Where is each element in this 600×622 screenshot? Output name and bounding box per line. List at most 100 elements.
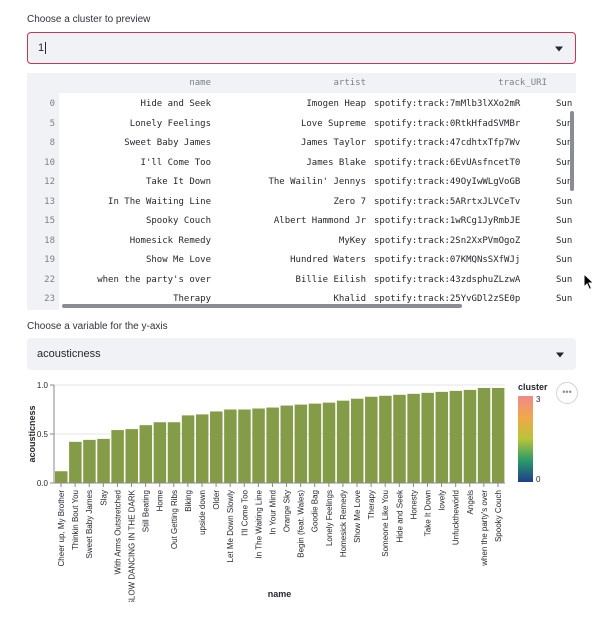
dataframe-body: Hide and Seek Imogen Heap spotify:track:7m… xyxy=(59,93,576,310)
table-row[interactable]: Lonely Feelings Love Supreme spotify:track… xyxy=(59,115,576,135)
column-header-name[interactable]: name xyxy=(189,78,211,88)
cell-name: In The Waiting Line xyxy=(108,196,211,207)
column-header-artist[interactable]: artist xyxy=(333,78,366,88)
table-row[interactable]: Sweet Baby James James Taylor spotify:trac… xyxy=(59,134,576,154)
more-options-icon[interactable]: ••• xyxy=(556,382,578,404)
bar xyxy=(393,394,406,483)
vertical-scrollbar[interactable] xyxy=(570,111,574,191)
chevron-down-icon[interactable] xyxy=(556,352,564,358)
x-tick-label: Orange Sky xyxy=(283,490,292,532)
x-tick-label: Biking xyxy=(184,490,193,512)
bar xyxy=(491,387,505,483)
cell-track-uri: spotify:track:07KMQNsSXfWJj xyxy=(374,255,521,265)
cell-name: Lonely Feelings xyxy=(129,118,211,129)
x-tick-label: when the party's over xyxy=(480,490,489,567)
x-tick-label: Angels xyxy=(466,490,475,514)
row-index: 19 xyxy=(44,255,55,265)
column-header-track-uri[interactable]: track_URI xyxy=(498,78,547,88)
bar xyxy=(449,390,463,483)
cell-artist: Albert Hammond Jr xyxy=(273,216,366,226)
cell-artist: Imogen Heap xyxy=(306,99,366,109)
table-row[interactable]: Therapy Khalid spotify:track:25YvGDl2zSE0p… xyxy=(59,290,576,310)
bar xyxy=(336,400,350,483)
horizontal-scrollbar[interactable] xyxy=(62,304,462,308)
y-tick-label: 1.0 xyxy=(37,381,49,390)
legend-color-ramp xyxy=(518,396,533,482)
bar xyxy=(407,393,420,483)
cell-truncated: Sun xyxy=(556,177,573,187)
x-tick-label: Slay xyxy=(99,490,108,506)
cell-track-uri: spotify:track:7mMlb3lXXo2mR xyxy=(374,99,521,109)
cell-truncated: Sun xyxy=(556,274,573,285)
legend-title: cluster xyxy=(518,382,548,392)
cell-truncated: Sun xyxy=(556,216,573,226)
x-tick-label: With Arms Outstretched xyxy=(113,490,122,574)
x-tick-label: Show Me Love xyxy=(353,489,362,542)
x-tick-label: Honesty xyxy=(409,490,418,519)
table-row[interactable]: In The Waiting Line Zero 7 spotify:track:5… xyxy=(59,193,576,213)
x-tick-label: Someone Like You xyxy=(381,490,390,557)
bar xyxy=(379,395,392,483)
cell-artist: Hundred Waters xyxy=(290,255,366,265)
x-tick-label: Sweet Baby James xyxy=(85,490,94,558)
row-index: 8 xyxy=(49,138,55,148)
x-tick-label: Begin (feat. Wales) xyxy=(297,490,306,558)
table-row[interactable]: when the party's over Billie Eilish spotif… xyxy=(59,271,576,291)
x-tick-label: Take It Down xyxy=(423,490,432,536)
table-row[interactable]: Hide and Seek Imogen Heap spotify:track:7m… xyxy=(59,95,576,115)
bar xyxy=(167,422,181,483)
table-row[interactable]: Spooky Couch Albert Hammond Jr spotify:tra… xyxy=(59,212,576,232)
x-tick-label: Goodie Bag xyxy=(311,490,320,532)
x-tick-label: In Your Mind xyxy=(268,490,277,534)
bar xyxy=(252,408,265,483)
yvar-select-value[interactable]: acousticness xyxy=(37,348,101,360)
row-index: 13 xyxy=(44,196,55,207)
cell-track-uri: spotify:track:43zdsphuZLzwA xyxy=(374,274,521,285)
cell-truncated: Sun xyxy=(556,157,573,168)
x-tick-label: Therapy xyxy=(367,490,376,519)
bar xyxy=(111,430,124,483)
row-index: 10 xyxy=(44,157,55,168)
cell-name: Therapy xyxy=(173,294,211,304)
y-tick-label: 0.5 xyxy=(37,430,49,439)
x-tick-label: lovely xyxy=(438,490,447,510)
table-row[interactable]: Take It Down The Wailin' Jennys spotify:tr… xyxy=(59,173,576,193)
cell-track-uri: spotify:track:2Sn2XxPVmOgoZ xyxy=(374,235,521,246)
table-row[interactable]: I'll Come Too James Blake spotify:track:6E… xyxy=(59,154,576,174)
cell-name: Show Me Love xyxy=(145,255,211,265)
x-tick-label: Lonely Feelings xyxy=(325,490,334,546)
legend-max-label: 3 xyxy=(536,395,541,404)
yvar-select[interactable]: acousticness xyxy=(27,338,576,370)
cell-name: I'll Come Too xyxy=(140,157,211,168)
cell-artist: The Wailin' Jennys xyxy=(268,177,366,187)
cell-name: Hide and Seek xyxy=(140,99,211,109)
row-index: 12 xyxy=(44,177,55,187)
cluster-select-label: Choose a cluster to preview xyxy=(27,14,151,25)
cell-track-uri: spotify:track:1wRCg1JyRmbJE xyxy=(374,216,521,226)
table-row[interactable]: Show Me Love Hundred Waters spotify:track:… xyxy=(59,251,576,271)
bar xyxy=(266,407,279,483)
bar xyxy=(224,409,237,483)
preview-dataframe[interactable]: name artist track_URI 0 5 8 10 12 13 15 18 19 22 2… xyxy=(27,73,576,310)
row-index: 23 xyxy=(44,294,55,304)
cluster-select-value[interactable]: 1 xyxy=(38,41,47,55)
yvar-select-label: Choose a variable for the y-axis xyxy=(27,321,168,332)
cluster-select[interactable]: 1 xyxy=(27,32,576,64)
cell-truncated: Sun xyxy=(556,235,573,246)
cell-name: Take It Down xyxy=(145,177,211,187)
cell-truncated: Sun xyxy=(556,118,573,129)
cell-name: Spooky Couch xyxy=(145,216,211,226)
x-tick-label: SLOW DANCING IN THE DARK xyxy=(128,489,137,602)
x-tick-label: Spooky Couch xyxy=(494,490,503,542)
bar xyxy=(97,438,110,483)
x-tick-label: Unfuckthewörld xyxy=(452,490,461,545)
chevron-down-icon[interactable] xyxy=(555,46,563,52)
table-row[interactable]: Homesick Remedy MyKey spotify:track:2Sn2Xx… xyxy=(59,232,576,252)
dataframe-index-column: 0 5 8 10 12 13 15 18 19 22 23 xyxy=(27,93,59,310)
bar xyxy=(139,425,153,483)
x-tick-label: Let Me Down Slowly xyxy=(226,490,235,562)
cell-truncated: Sun xyxy=(556,255,573,265)
acousticness-bar-chart: 0.0 0.5 1.0 Cheer up, My Brother Thinkin Bou… xyxy=(27,381,548,602)
x-tick-label: Out Getting Ribs xyxy=(170,490,179,549)
bar xyxy=(125,429,138,483)
